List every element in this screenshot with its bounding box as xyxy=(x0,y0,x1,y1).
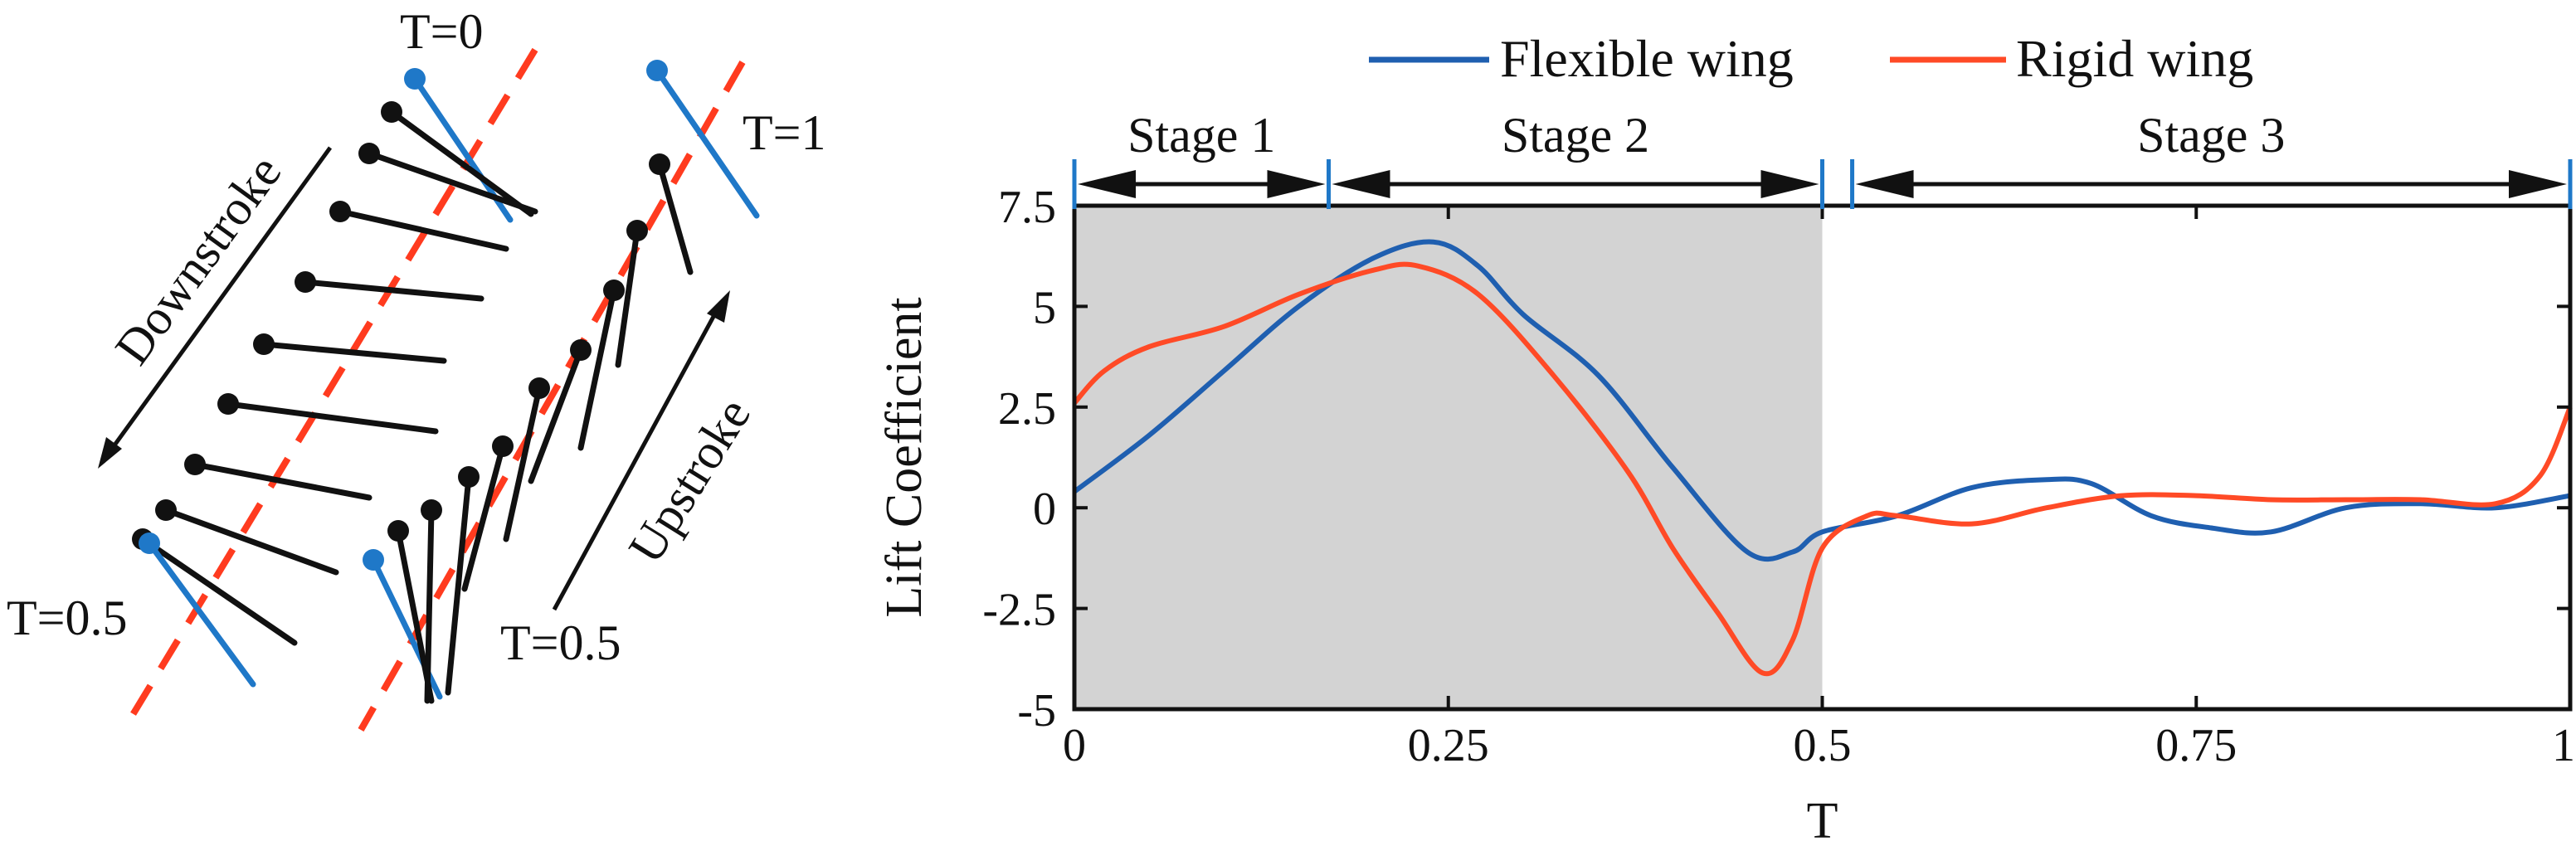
legend-label-rigid-wing: Rigid wing xyxy=(2016,29,2253,88)
leading-edge-dot-icon xyxy=(570,339,592,361)
leading-edge-dot-icon xyxy=(358,143,380,164)
wing-section xyxy=(217,393,439,435)
wing-section xyxy=(253,333,447,364)
x-tick-label: 0.25 xyxy=(1408,720,1489,771)
wing-section xyxy=(615,220,648,368)
t05-left-label: T=0.5 xyxy=(7,591,128,645)
y-tick-label: 7.5 xyxy=(998,182,1056,233)
lift-coefficient-chart: 0 0.25 0.5 0.75 1 -5 -2.5 0 2.5 5 7.5 T Lift Coeff… xyxy=(876,29,2575,846)
x-tick-label: 0 xyxy=(1063,720,1086,771)
x-axis-label: T xyxy=(1807,793,1838,846)
wing-section xyxy=(381,101,534,217)
leading-edge-dot-icon xyxy=(603,280,625,301)
wing-section xyxy=(329,201,509,252)
leading-edge-dot-icon xyxy=(217,393,239,415)
downstroke-arrow xyxy=(107,146,333,454)
leading-edge-dot-icon xyxy=(363,549,384,571)
leading-edge-dot-icon xyxy=(253,333,275,355)
leading-edge-dot-icon xyxy=(404,68,426,90)
arrowhead-left-icon xyxy=(1855,170,1914,198)
downstroke-shaded-region xyxy=(1074,206,1823,709)
y-tick-label: 0 xyxy=(1033,484,1056,535)
leading-edge-dot-icon xyxy=(139,532,160,554)
leading-edge-dot-icon xyxy=(458,466,480,488)
flapping-stroke-sketch: T=0 T=1 T=0.5 T=0.5 Downstroke Upstroke xyxy=(7,4,826,732)
wing-section xyxy=(421,499,442,704)
wing-section xyxy=(184,454,373,501)
y-tick-label: -2.5 xyxy=(982,585,1056,636)
ticks-layer: 0 0.25 0.5 0.75 1 -5 -2.5 0 2.5 5 7.5 xyxy=(982,182,2575,771)
leading-edge-dot-icon xyxy=(295,271,316,293)
arrowhead-right-icon xyxy=(2509,170,2567,198)
downstroke-arrowhead-icon xyxy=(98,437,122,469)
t0-label: T=0 xyxy=(400,4,484,59)
reversal-wing-section xyxy=(139,532,256,688)
y-tick-label: 5 xyxy=(1033,282,1056,333)
leading-edge-dot-icon xyxy=(626,220,648,241)
y-tick-label: 2.5 xyxy=(998,383,1056,435)
arrowhead-right-icon xyxy=(1760,170,1819,198)
arrowhead-left-icon xyxy=(1078,170,1136,198)
wing-section xyxy=(461,435,514,592)
stage-label: Stage 2 xyxy=(1502,108,1649,163)
leading-edge-dot-icon xyxy=(329,201,351,222)
leading-edge-dot-icon xyxy=(381,101,402,123)
wing-section xyxy=(358,143,538,215)
leading-edge-dot-icon xyxy=(528,377,550,399)
leading-edge-dot-icon xyxy=(646,60,668,81)
downstroke-plane-line xyxy=(125,47,538,724)
upstroke-arrowhead-icon xyxy=(707,290,730,323)
leading-edge-dot-icon xyxy=(184,454,206,475)
series-line-rigid-wing xyxy=(1072,261,2573,677)
y-tick-label: -5 xyxy=(1017,685,1056,737)
upstroke-arrow xyxy=(552,312,718,611)
arrowhead-left-icon xyxy=(1332,170,1390,198)
upstroke-plane-line xyxy=(358,61,746,732)
upstroke-label: Upstroke xyxy=(618,389,762,573)
reversal-wing-section xyxy=(646,60,760,219)
arrowhead-right-icon xyxy=(1267,170,1326,198)
stage-label: Stage 3 xyxy=(2137,108,2285,163)
stage-annotations: Stage 1 Stage 2 Stage 3 xyxy=(1072,108,2573,209)
t05-right-label: T=0.5 xyxy=(500,615,621,670)
wing-section xyxy=(295,271,485,302)
wing-sections xyxy=(132,60,760,704)
leading-edge-dot-icon xyxy=(387,520,409,542)
leading-edge-dot-icon xyxy=(492,435,514,457)
leading-edge-dot-icon xyxy=(649,153,670,175)
legend: Flexible wing Rigid wing xyxy=(1369,29,2253,88)
legend-label-flexible-wing: Flexible wing xyxy=(1500,29,1794,88)
leading-edge-dot-icon xyxy=(421,499,442,521)
x-tick-label: 1 xyxy=(2552,720,2575,771)
wing-section xyxy=(503,377,550,542)
wing-section xyxy=(528,339,592,484)
series-layer xyxy=(1072,239,2573,677)
wing-section xyxy=(155,499,339,576)
x-tick-label: 0.5 xyxy=(1794,720,1852,771)
stage-label: Stage 1 xyxy=(1127,108,1275,163)
leading-edge-dot-icon xyxy=(155,499,177,521)
t1-label: T=1 xyxy=(743,105,826,160)
x-tick-label: 0.75 xyxy=(2155,720,2237,771)
wing-section xyxy=(445,466,480,696)
wing-section xyxy=(649,153,694,275)
wing-section xyxy=(577,280,625,451)
y-axis-label: Lift Coefficient xyxy=(876,297,933,617)
